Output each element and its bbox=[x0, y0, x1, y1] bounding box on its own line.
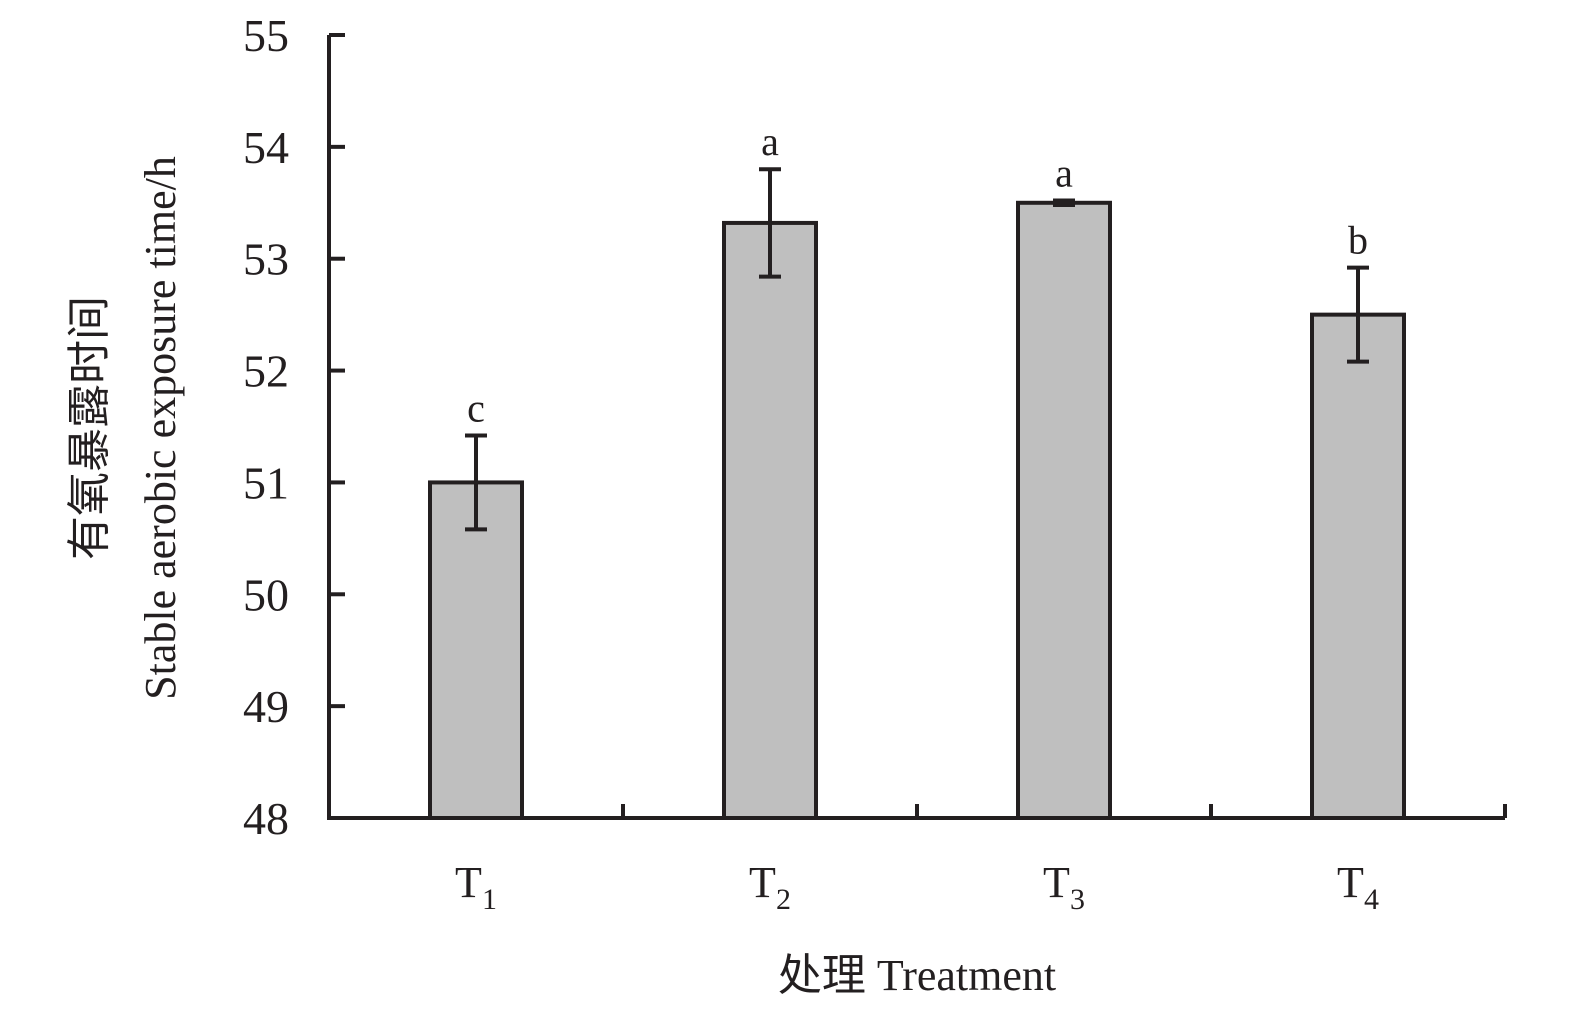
x-category-label: T3 bbox=[1043, 858, 1085, 916]
y-tick-label: 52 bbox=[243, 346, 289, 397]
y-axis-title-chinese: 有氧暴露时间 bbox=[65, 296, 114, 560]
significance-letter: c bbox=[467, 385, 485, 430]
y-tick-label: 49 bbox=[243, 681, 289, 732]
error-bars-group bbox=[465, 167, 1369, 532]
significance-letter: a bbox=[1055, 151, 1073, 196]
x-axis-title: 处理 Treatment bbox=[778, 951, 1056, 1000]
y-tick-label: 54 bbox=[243, 122, 289, 173]
x-category-label: T2 bbox=[749, 858, 791, 916]
y-axis-title-english: Stable aerobic exposure time/h bbox=[136, 156, 185, 700]
y-tick-label: 50 bbox=[243, 569, 289, 620]
x-axis-ticks: T1 T2 T3 T4 bbox=[455, 804, 1507, 916]
significance-letter: b bbox=[1348, 218, 1368, 263]
bar bbox=[428, 480, 524, 820]
bar bbox=[1310, 312, 1406, 820]
y-axis-ticks: 48 49 50 51 52 53 54 55 bbox=[243, 10, 345, 844]
bars-group bbox=[428, 200, 1406, 821]
x-category-label: T1 bbox=[455, 858, 497, 916]
y-tick-label: 55 bbox=[243, 10, 289, 61]
bar bbox=[722, 220, 818, 821]
significance-labels: c a a b bbox=[467, 119, 1368, 430]
y-tick-label: 53 bbox=[243, 234, 289, 285]
significance-letter: a bbox=[761, 119, 779, 164]
y-tick-label: 48 bbox=[243, 793, 289, 844]
x-category-label: T4 bbox=[1337, 858, 1379, 916]
y-tick-label: 51 bbox=[243, 457, 289, 508]
bar bbox=[1016, 200, 1112, 821]
